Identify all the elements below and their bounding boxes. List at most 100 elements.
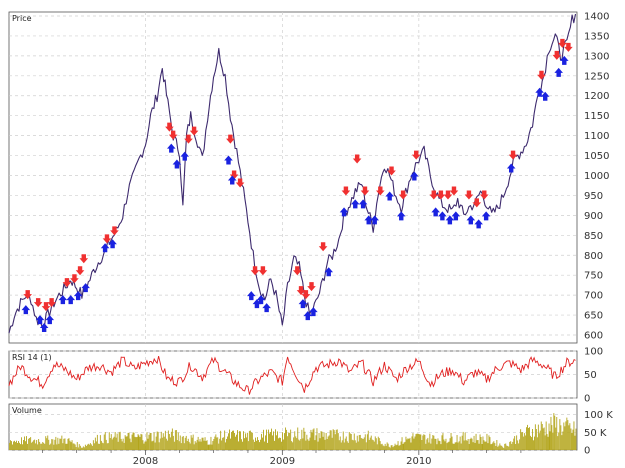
volume-bar bbox=[459, 436, 461, 450]
volume-bar bbox=[95, 441, 97, 450]
volume-bar bbox=[503, 448, 505, 450]
volume-bar bbox=[402, 444, 404, 450]
volume-bar bbox=[479, 434, 481, 450]
volume-bar bbox=[353, 433, 355, 450]
price-y-tick-label: 750 bbox=[584, 271, 603, 282]
sell-signal-marker bbox=[47, 298, 56, 308]
volume-bar bbox=[194, 441, 196, 450]
volume-bar bbox=[311, 432, 313, 450]
sell-signal-marker bbox=[472, 198, 482, 208]
volume-bar bbox=[432, 435, 434, 450]
price-y-tick-label: 1400 bbox=[584, 11, 609, 22]
buy-signal-marker bbox=[166, 143, 176, 153]
volume-bar bbox=[500, 445, 502, 450]
volume-bar bbox=[158, 442, 160, 450]
volume-bar bbox=[36, 440, 38, 450]
volume-bar bbox=[12, 444, 13, 450]
volume-bar bbox=[164, 430, 166, 450]
volume-bar bbox=[183, 443, 185, 450]
sell-signal-marker bbox=[235, 178, 245, 188]
sell-signal-marker bbox=[293, 266, 302, 276]
volume-bar bbox=[98, 443, 100, 450]
volume-bar bbox=[261, 433, 262, 450]
volume-bar bbox=[254, 441, 255, 450]
volume-bar bbox=[540, 421, 542, 450]
volume-bar bbox=[11, 441, 12, 450]
volume-bar bbox=[367, 430, 369, 450]
x-tick-label: 2008 bbox=[133, 456, 158, 467]
volume-bar bbox=[125, 436, 127, 450]
volume-bar bbox=[360, 438, 362, 450]
volume-bar bbox=[197, 436, 199, 450]
volume-bar bbox=[369, 437, 371, 450]
volume-bar bbox=[381, 443, 383, 450]
volume-bar bbox=[379, 441, 381, 450]
volume-bar bbox=[394, 443, 396, 450]
volume-bar bbox=[56, 444, 58, 450]
buy-signal-marker bbox=[180, 151, 190, 161]
volume-bar bbox=[563, 422, 565, 450]
volume-bar bbox=[409, 437, 411, 450]
volume-bar bbox=[189, 443, 191, 450]
volume-bar bbox=[265, 435, 266, 450]
volume-bar bbox=[126, 436, 128, 450]
volume-bar bbox=[38, 439, 40, 450]
x-axis: 2008 2009 2010 bbox=[42, 450, 522, 467]
volume-bar bbox=[179, 435, 181, 450]
volume-bar bbox=[296, 438, 298, 450]
buy-signal-marker bbox=[451, 211, 461, 221]
volume-bar bbox=[34, 439, 36, 450]
volume-bar bbox=[76, 442, 78, 450]
volume-bar bbox=[81, 447, 83, 450]
volume-bar bbox=[530, 435, 531, 450]
price-panel: 600 650 700 750 800 850 900 950 1000 1050 1100 1150… bbox=[8, 11, 609, 344]
sell-signal-marker bbox=[564, 42, 573, 52]
volume-bar bbox=[303, 427, 305, 450]
volume-bar bbox=[553, 413, 555, 450]
volume-bar bbox=[346, 441, 348, 450]
sell-signal-marker bbox=[23, 290, 32, 300]
volume-bar bbox=[101, 442, 103, 450]
volume-bar bbox=[167, 430, 169, 450]
volume-bar bbox=[245, 433, 246, 450]
volume-bar bbox=[79, 445, 81, 450]
volume-bar bbox=[172, 435, 174, 450]
rsi-y-tick-label: 100 bbox=[584, 347, 603, 358]
volume-bar bbox=[44, 443, 46, 450]
buy-signal-marker bbox=[559, 55, 569, 65]
volume-bar bbox=[88, 444, 90, 450]
volume-bar bbox=[260, 439, 261, 450]
volume-bar bbox=[388, 446, 390, 450]
volume-bar bbox=[271, 428, 272, 450]
buy-signal-marker bbox=[108, 239, 117, 249]
sell-signal-marker bbox=[41, 302, 51, 312]
volume-bar bbox=[218, 443, 220, 450]
volume-bar bbox=[259, 442, 260, 450]
volume-bar bbox=[506, 445, 508, 450]
volume-bar bbox=[499, 443, 501, 450]
volume-bar bbox=[192, 434, 194, 450]
volume-bar bbox=[272, 435, 273, 450]
sell-signal-marker bbox=[552, 50, 562, 60]
volume-bar bbox=[330, 430, 332, 450]
volume-bar bbox=[206, 440, 208, 450]
volume-bar bbox=[284, 433, 285, 450]
buy-signal-marker bbox=[438, 211, 447, 221]
volume-bar bbox=[235, 436, 236, 450]
buy-signal-marker bbox=[39, 323, 49, 333]
volume-bar bbox=[453, 444, 455, 450]
volume-bar bbox=[324, 439, 326, 450]
price-title: Price bbox=[12, 14, 32, 23]
volume-bar bbox=[103, 434, 105, 450]
rsi-y-tick-label: 0 bbox=[584, 394, 590, 405]
volume-bar bbox=[445, 438, 447, 450]
volume-bar bbox=[144, 441, 146, 450]
volume-bar bbox=[308, 440, 310, 450]
volume-bar bbox=[556, 417, 558, 450]
volume-bar bbox=[78, 444, 80, 450]
volume-bar bbox=[249, 430, 251, 450]
volume-bar bbox=[21, 437, 22, 450]
volume-bar bbox=[214, 436, 216, 450]
volume-bar bbox=[45, 436, 47, 450]
volume-bar bbox=[476, 440, 478, 450]
